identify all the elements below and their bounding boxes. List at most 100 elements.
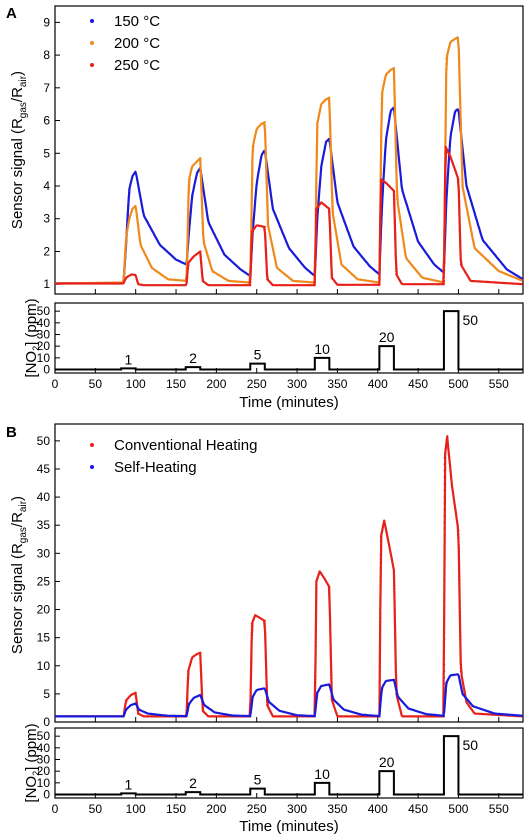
panel-a-series-point: [199, 256, 202, 259]
panel-a-series-point: [185, 258, 189, 262]
panel-b-series-point: [249, 682, 252, 685]
panel-b-series-point: [199, 660, 202, 664]
panel-a-series-point: [315, 186, 318, 189]
panel-a-conc-x-tick-label: 400: [368, 377, 388, 391]
panel-a-series-point: [329, 156, 333, 159]
panel-b-series-point: [394, 674, 398, 677]
panel-b-series-point: [443, 579, 446, 582]
panel-b-y-tick-label: 5: [43, 687, 50, 701]
panel-b-series-point: [186, 682, 189, 685]
panel-b-conc-x-tick-label: 300: [287, 802, 307, 816]
panel-a-series-point: [187, 181, 190, 184]
panel-a-series-point: [329, 240, 332, 243]
panel-a-series-point: [199, 166, 202, 169]
panel-a-series-point: [380, 135, 383, 138]
panel-b-conc-x-tick-label: 550: [489, 802, 509, 816]
panel-a-x-ticks: [54, 289, 500, 294]
panel-b-series-point: [443, 553, 446, 556]
panel-a-series-point: [250, 233, 253, 236]
panel-b-series-point: [250, 652, 253, 655]
panel-a-series-point: [444, 118, 447, 122]
panel-a-y-tick-label: 4: [43, 179, 50, 193]
panel-b-series-point: [314, 637, 317, 640]
panel-b-main-plot: B Sensor signal (Rgas/Rair) 0 5 10 15 20 25 30…: [6, 423, 524, 729]
panel-b-series-point: [378, 711, 381, 715]
panel-a-series-point: [315, 220, 318, 223]
panel-a-series-point: [394, 252, 397, 255]
panel-b-series-point: [316, 691, 319, 694]
panel-b-series-point: [443, 521, 446, 524]
panel-b-series-point: [249, 670, 253, 673]
panel-a-series-point: [395, 171, 398, 174]
panel-a-series-point: [393, 73, 396, 76]
panel-b-conc-x-tick-label: 150: [166, 802, 186, 816]
panel-b-series-point: [382, 522, 385, 526]
panel-a-series-point: [315, 142, 318, 145]
panel-a-series-point: [199, 169, 202, 172]
panel-b-series-point: [459, 649, 462, 652]
panel-a-series-point: [393, 207, 396, 210]
panel-b-series-point: [459, 638, 462, 641]
panel-a-series-point: [264, 136, 267, 139]
panel-b-series-point: [328, 613, 331, 616]
panel-b-series-point: [443, 618, 446, 621]
panel-b-series-point: [394, 668, 397, 671]
panel-a-series-point: [443, 190, 447, 193]
panel-b-series-point: [314, 706, 317, 709]
panel-b-series-point: [379, 535, 383, 538]
panel-a-series-point: [264, 241, 267, 244]
panel-a-series-point: [124, 246, 127, 249]
panel-a-conc-y-tick-label: 0: [43, 363, 50, 377]
panel-a-series-point: [444, 96, 447, 99]
panel-b-series-point: [383, 519, 386, 522]
panel-a-series-point: [395, 188, 398, 191]
panel-a-series-point: [186, 235, 189, 238]
panel-a-series-point: [329, 249, 332, 252]
panel-a-series-point: [328, 105, 331, 108]
panel-a-series-point: [444, 155, 447, 159]
panel-b-series-point: [251, 619, 255, 622]
panel-a-conc-x-ticks: 0 50 100 150 200 250 300 350 400 450 500 550: [52, 368, 509, 391]
panel-a-series-point: [251, 166, 254, 169]
panel-b-series-point: [458, 603, 461, 606]
panel-b-series-point: [187, 702, 190, 706]
panel-a-series-point: [380, 98, 383, 101]
panel-b-conc-x-tick-label: 500: [448, 802, 468, 816]
panel-b-conc-y-tick-label: 30: [37, 753, 51, 767]
panel-a-series-point: [264, 160, 268, 163]
panel-a-series-point: [393, 112, 397, 116]
panel-a-series-point: [442, 283, 445, 286]
panel-b-series-point: [329, 661, 333, 665]
panel-a-series-point: [199, 160, 202, 163]
panel-a-series-point: [393, 106, 396, 109]
panel-b-series-point: [380, 690, 383, 693]
panel-a-y-tick-label: 1: [43, 277, 50, 291]
panel-b-series-point: [378, 683, 381, 687]
panel-a-series-point: [199, 175, 202, 178]
panel-a-series-point: [315, 207, 318, 210]
panel-b-series-point: [459, 659, 462, 663]
panel-b-conc-frame: [54, 727, 524, 799]
panel-a-series-point: [316, 126, 319, 129]
panel-b-series-point: [379, 634, 382, 637]
panel-b-series-point: [379, 575, 382, 579]
panel-b-y-tick-label: 35: [37, 518, 51, 532]
panel-b-series-point: [135, 700, 138, 703]
panel-a-series-point: [200, 192, 203, 195]
panel-a-series-point: [330, 184, 333, 187]
panel-b-series-point: [124, 702, 127, 705]
panel-b-series-point: [393, 627, 397, 631]
panel-a-series-point: [123, 257, 126, 261]
panel-b-series-point: [249, 685, 252, 688]
panel-a-series-point: [265, 256, 268, 259]
panel-a-series-point: [189, 209, 192, 212]
panel-b-series-point: [316, 577, 319, 580]
panel-a-conc-x-tick-label: 200: [206, 377, 226, 391]
panel-a-series-point: [379, 208, 382, 211]
panel-a-series-point: [443, 248, 446, 251]
panel-b-series-point: [394, 637, 397, 640]
panel-a-series-point: [329, 150, 332, 153]
panel-b-series-point: [458, 610, 461, 613]
panel-b-series-point: [444, 447, 447, 450]
